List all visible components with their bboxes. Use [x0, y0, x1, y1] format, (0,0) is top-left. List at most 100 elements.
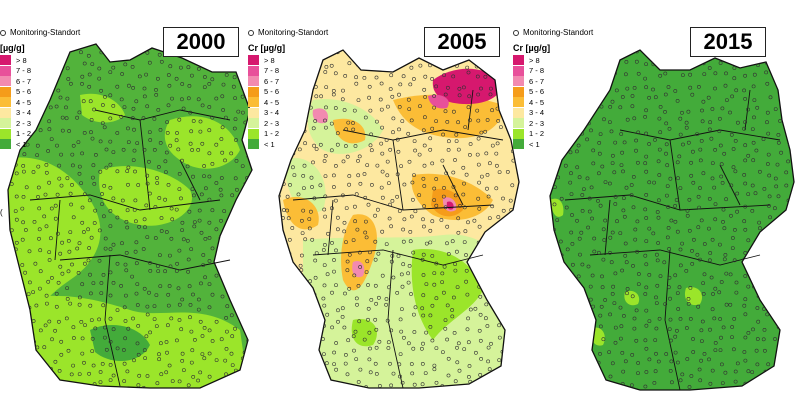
monitoring-station-marker [1, 293, 4, 296]
monitoring-station-marker [578, 383, 583, 388]
monitoring-station-marker [331, 92, 336, 97]
monitoring-station-marker [466, 374, 471, 379]
monitoring-station-marker [207, 174, 212, 179]
monitoring-station-marker [94, 152, 98, 157]
monitoring-station-marker [630, 383, 634, 388]
monitoring-station-marker [524, 391, 527, 394]
monitoring-station-marker [368, 346, 372, 351]
monitoring-station-marker [296, 345, 300, 350]
monitoring-station-marker [464, 268, 469, 273]
monitoring-station-marker [363, 115, 368, 120]
monitoring-station-marker [557, 363, 562, 368]
monitoring-station-marker [14, 348, 19, 353]
monitoring-station-marker [442, 185, 446, 190]
monitoring-station-marker [133, 198, 138, 203]
monitoring-station-marker [510, 161, 513, 164]
monitoring-station-marker [430, 338, 435, 343]
monitoring-station-marker [653, 95, 658, 100]
monitoring-station-marker [49, 137, 54, 142]
monitoring-station-marker [735, 191, 740, 196]
monitoring-station-marker [323, 153, 328, 158]
monitoring-station-marker [511, 393, 514, 396]
monitoring-station-marker [130, 274, 135, 279]
monitoring-station-marker [592, 236, 597, 241]
monitoring-station-marker [9, 182, 14, 186]
monitoring-station-marker [742, 350, 747, 354]
monitoring-station-marker [352, 273, 357, 278]
monitoring-station-marker [673, 334, 678, 339]
monitoring-station-marker [362, 337, 367, 342]
monitoring-station-marker [153, 236, 158, 240]
monitoring-station-marker [3, 325, 6, 328]
monitoring-station-marker [186, 96, 191, 101]
monitoring-station-marker [243, 160, 246, 163]
monitoring-station-marker [385, 159, 390, 164]
legend-color-swatch [513, 65, 524, 76]
monitoring-station-marker [510, 282, 512, 285]
monitoring-station-marker [743, 227, 748, 232]
monitoring-station-marker [20, 237, 25, 242]
monitoring-station-marker [432, 271, 437, 276]
monitoring-station-marker [580, 323, 585, 328]
monitoring-station-marker [148, 260, 152, 265]
monitoring-station-marker [66, 269, 71, 274]
monitoring-station-marker [70, 152, 75, 157]
monitoring-station-marker [722, 257, 727, 262]
monitoring-station-marker [710, 307, 715, 312]
monitoring-station-marker [166, 182, 171, 187]
monitoring-station-marker [589, 128, 593, 133]
monitoring-station-marker [31, 370, 36, 375]
monitoring-station-marker [71, 163, 75, 168]
monitoring-station-marker [54, 291, 59, 296]
monitoring-station-marker [399, 329, 404, 334]
monitoring-station-marker [577, 175, 582, 180]
monitoring-station-marker [225, 230, 230, 235]
monitoring-station-marker [229, 351, 234, 356]
monitoring-station-marker [249, 324, 252, 327]
monitoring-station-marker [297, 147, 302, 152]
monitoring-station-marker [60, 240, 65, 245]
monitoring-station-marker [706, 95, 711, 100]
monitoring-station-marker [14, 302, 19, 307]
monitoring-station-marker [644, 346, 649, 351]
monitoring-station-marker [756, 319, 761, 324]
monitoring-station-marker [135, 341, 140, 346]
monitoring-station-marker [625, 286, 630, 291]
monitoring-station-marker [186, 269, 191, 274]
monitoring-station-marker [234, 187, 239, 192]
monitoring-station-marker [21, 356, 26, 361]
monitoring-station-marker [575, 349, 580, 354]
monitoring-station-marker [496, 215, 501, 219]
monitoring-station-marker [313, 258, 318, 263]
legend-class-row: 7 - 8 [0, 65, 80, 77]
monitoring-station-marker [684, 326, 689, 330]
legend-class-label: 6 - 7 [16, 76, 32, 86]
monitoring-station-marker [535, 328, 538, 331]
monitoring-station-marker [83, 261, 87, 266]
monitoring-station-marker [55, 192, 60, 197]
monitoring-station-marker [38, 269, 43, 274]
monitoring-station-marker [420, 361, 425, 366]
monitoring-station-marker [483, 280, 488, 285]
monitoring-station-marker [395, 194, 400, 199]
monitoring-station-marker [384, 242, 389, 247]
monitoring-station-marker [14, 378, 18, 383]
monitoring-station-marker [746, 61, 751, 66]
monitoring-station-marker [413, 209, 418, 214]
monitoring-station-marker [653, 338, 658, 343]
monitoring-station-marker [103, 246, 108, 251]
monitoring-station-marker [743, 250, 748, 255]
monitoring-station-marker [123, 336, 128, 341]
year-label-2015: 2015 [690, 27, 766, 57]
monitoring-station-marker [355, 302, 359, 307]
monitoring-station-marker [266, 346, 269, 349]
monitoring-station-marker [80, 336, 85, 341]
monitoring-station-marker [145, 374, 150, 378]
monitoring-station-marker [77, 241, 82, 246]
monitoring-station-marker [223, 115, 228, 120]
monitoring-station-marker [723, 370, 728, 375]
monitoring-station-marker [343, 74, 348, 78]
monitoring-station-marker [775, 162, 780, 167]
monitoring-station-marker [181, 106, 186, 111]
